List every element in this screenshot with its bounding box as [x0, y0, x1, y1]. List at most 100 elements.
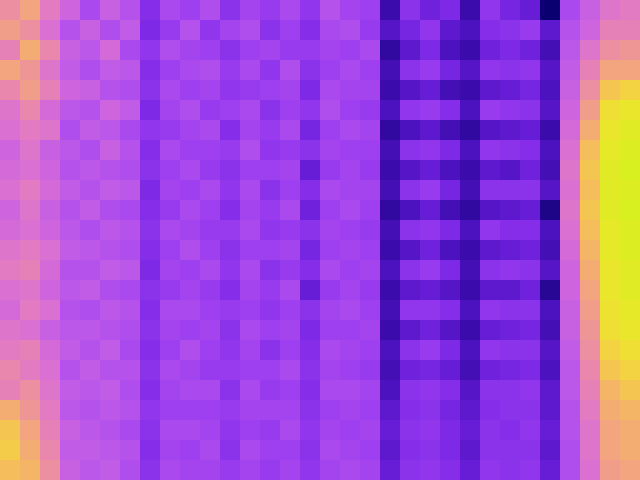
- heatmap-cell: [620, 20, 640, 41]
- heatmap-cell: [320, 320, 341, 341]
- heatmap-cell: [440, 220, 461, 241]
- heatmap-cell: [440, 80, 461, 101]
- heatmap-cell: [120, 60, 141, 81]
- heatmap-cell: [320, 240, 341, 261]
- heatmap-cell: [560, 380, 581, 401]
- heatmap-cell: [620, 360, 640, 381]
- heatmap-cell: [420, 240, 441, 261]
- heatmap-cell: [120, 420, 141, 441]
- heatmap-cell: [160, 440, 181, 461]
- heatmap-cell: [380, 400, 401, 421]
- heatmap-cell: [100, 260, 121, 281]
- heatmap-cell: [580, 260, 601, 281]
- heatmap-cell: [540, 400, 561, 421]
- heatmap-cell: [340, 220, 361, 241]
- heatmap-cell: [620, 80, 640, 101]
- heatmap-cell: [460, 100, 481, 121]
- heatmap-cell: [480, 360, 501, 381]
- heatmap-cell: [0, 240, 21, 261]
- heatmap-cell: [540, 100, 561, 121]
- heatmap-cell: [360, 220, 381, 241]
- heatmap-cell: [260, 60, 281, 81]
- heatmap-cell: [0, 60, 21, 81]
- heatmap-cell: [400, 240, 421, 261]
- heatmap-cell: [40, 80, 61, 101]
- heatmap-cell: [160, 220, 181, 241]
- heatmap-cell: [440, 300, 461, 321]
- heatmap-cell: [180, 20, 201, 41]
- heatmap-cell: [340, 280, 361, 301]
- heatmap-cell: [580, 160, 601, 181]
- heatmap-cell: [460, 40, 481, 61]
- heatmap-cell: [300, 260, 321, 281]
- heatmap-cell: [220, 440, 241, 461]
- heatmap-cell: [340, 60, 361, 81]
- heatmap-cell: [420, 280, 441, 301]
- heatmap-cell: [240, 40, 261, 61]
- heatmap-cell: [480, 60, 501, 81]
- heatmap-cell: [40, 60, 61, 81]
- heatmap-cell: [280, 160, 301, 181]
- heatmap-cell: [560, 180, 581, 201]
- heatmap-cell: [200, 80, 221, 101]
- heatmap-cell: [520, 60, 541, 81]
- heatmap-cell: [80, 140, 101, 161]
- heatmap-cell: [580, 340, 601, 361]
- heatmap-cell: [20, 460, 41, 480]
- heatmap-cell: [120, 440, 141, 461]
- heatmap-cell: [40, 120, 61, 141]
- heatmap-cell: [400, 100, 421, 121]
- heatmap-cell: [340, 140, 361, 161]
- heatmap-cell: [100, 100, 121, 121]
- heatmap-cell: [220, 320, 241, 341]
- heatmap-cell: [140, 20, 161, 41]
- heatmap-cell: [320, 340, 341, 361]
- heatmap-cell: [580, 280, 601, 301]
- heatmap-cell: [60, 340, 81, 361]
- heatmap-cell: [420, 80, 441, 101]
- heatmap-cell: [20, 200, 41, 221]
- heatmap-cell: [540, 420, 561, 441]
- heatmap-cell: [260, 340, 281, 361]
- heatmap-cell: [340, 400, 361, 421]
- heatmap-cell: [100, 0, 121, 21]
- heatmap-cell: [200, 100, 221, 121]
- heatmap-cell: [460, 220, 481, 241]
- heatmap-cell: [620, 320, 640, 341]
- heatmap-cell: [420, 380, 441, 401]
- heatmap-cell: [400, 200, 421, 221]
- heatmap-cell: [160, 140, 181, 161]
- heatmap-cell: [180, 60, 201, 81]
- heatmap-cell: [80, 120, 101, 141]
- heatmap-cell: [460, 240, 481, 261]
- heatmap-cell: [560, 140, 581, 161]
- heatmap-cell: [420, 120, 441, 141]
- heatmap-cell: [80, 100, 101, 121]
- heatmap-cell: [160, 320, 181, 341]
- heatmap-cell: [280, 400, 301, 421]
- heatmap-cell: [140, 400, 161, 421]
- heatmap-cell: [180, 140, 201, 161]
- heatmap-cell: [0, 100, 21, 121]
- heatmap-cell: [200, 140, 221, 161]
- heatmap-cell: [140, 340, 161, 361]
- heatmap-cell: [240, 220, 261, 241]
- heatmap-cell: [460, 160, 481, 181]
- heatmap-cell: [20, 260, 41, 281]
- heatmap-cell: [320, 0, 341, 21]
- heatmap-cell: [460, 120, 481, 141]
- heatmap-cell: [440, 340, 461, 361]
- heatmap-cell: [400, 320, 421, 341]
- heatmap-cell: [500, 80, 521, 101]
- heatmap-cell: [40, 300, 61, 321]
- heatmap-cell: [160, 360, 181, 381]
- heatmap-cell: [600, 260, 621, 281]
- heatmap-cell: [320, 180, 341, 201]
- heatmap-cell: [0, 340, 21, 361]
- heatmap-cell: [80, 80, 101, 101]
- heatmap-cell: [120, 80, 141, 101]
- chart: [0, 0, 640, 480]
- heatmap-cell: [460, 140, 481, 161]
- heatmap-cell: [600, 380, 621, 401]
- heatmap-cell: [360, 360, 381, 381]
